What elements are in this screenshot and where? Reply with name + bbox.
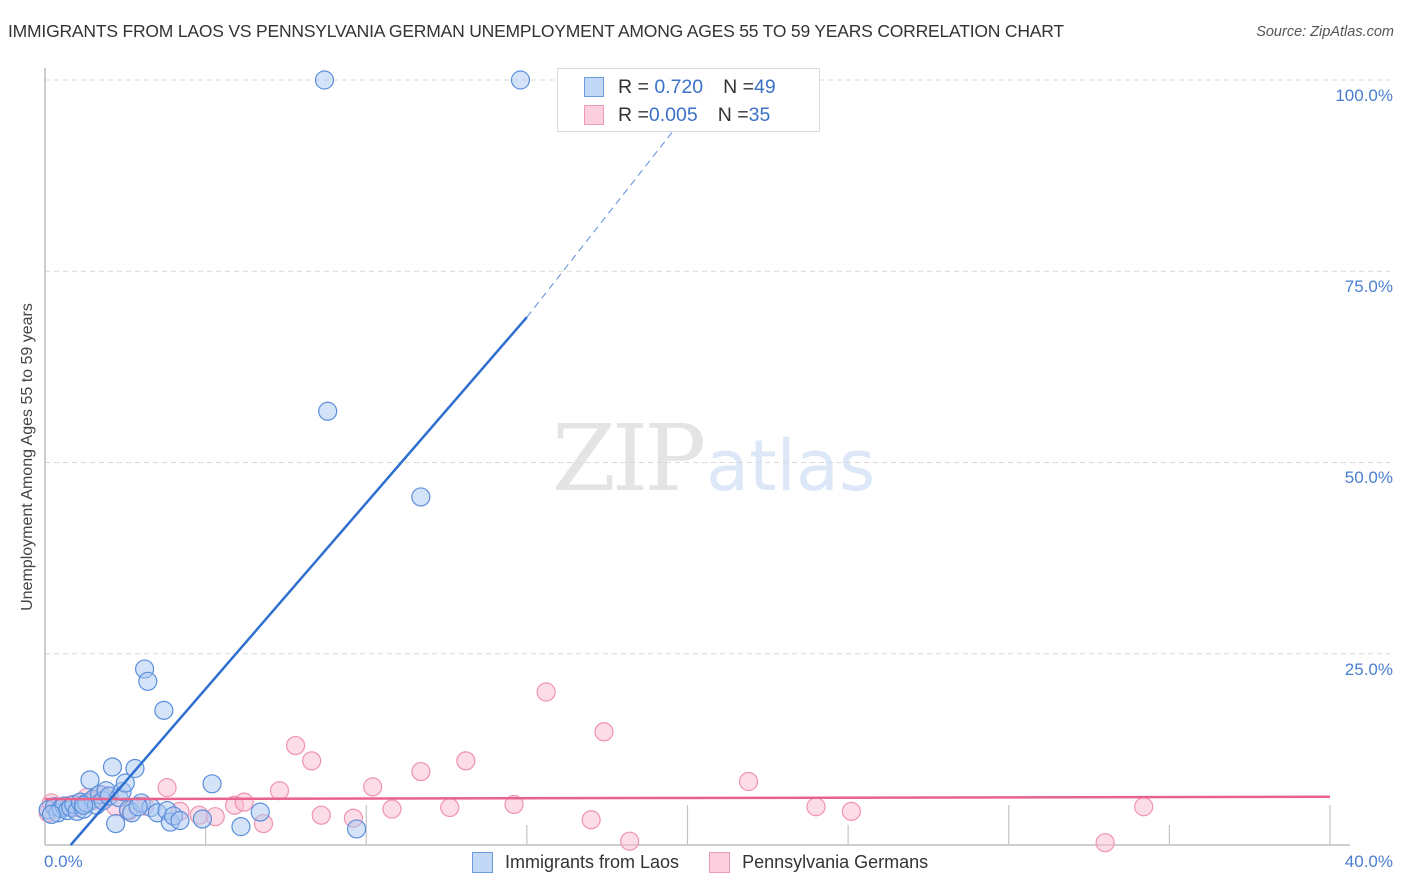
data-point[interactable] [536, 682, 556, 702]
data-point[interactable] [302, 751, 322, 771]
gridlines [45, 79, 1390, 655]
data-point[interactable] [285, 735, 306, 756]
data-point[interactable] [594, 722, 614, 742]
legend-item-penn-germans[interactable]: Pennsylvania Germans [709, 852, 928, 873]
data-point[interactable] [581, 810, 601, 830]
r-label: R = [618, 75, 649, 98]
data-point[interactable] [170, 810, 190, 831]
stats-row-laos: R = 0.720 N = 49 [584, 75, 776, 99]
trendline-laos-extrapolated [526, 79, 714, 318]
y-axis-label: Unemployment Among Ages 55 to 59 years [19, 303, 36, 611]
n-value: 35 [748, 103, 771, 126]
pink-swatch [709, 852, 731, 873]
data-point[interactable] [620, 831, 640, 851]
data-point[interactable] [504, 794, 524, 815]
x-tick-0: 0.0% [44, 852, 83, 871]
data-point[interactable] [157, 778, 177, 798]
data-point[interactable] [1134, 797, 1154, 817]
trendline-laos [69, 316, 528, 846]
y-tick-75: 75.0% [1344, 277, 1393, 296]
r-value: 0.005 [648, 103, 698, 126]
pink-swatch [584, 105, 604, 125]
data-point[interactable] [1095, 833, 1115, 853]
data-point[interactable] [510, 70, 531, 90]
data-point[interactable] [250, 802, 270, 822]
data-point[interactable] [269, 781, 290, 801]
blue-swatch [472, 852, 493, 873]
data-point[interactable] [192, 809, 213, 829]
y-tick-50: 50.0% [1344, 468, 1393, 487]
stats-legend: R = 0.720 N = 49 R = 0.005 N = 35 [557, 68, 820, 132]
trendline-penn-germans [44, 795, 1331, 801]
blue-swatch [584, 77, 604, 97]
data-point[interactable] [347, 819, 367, 839]
data-point[interactable] [738, 771, 759, 792]
n-label: N = [723, 75, 755, 98]
data-point[interactable] [841, 801, 861, 821]
y-tick-100: 100.0% [1335, 86, 1393, 105]
data-point[interactable] [382, 799, 402, 819]
data-point[interactable] [106, 813, 126, 834]
data-point[interactable] [138, 671, 158, 691]
data-point[interactable] [231, 817, 251, 837]
data-point[interactable] [806, 797, 826, 817]
data-point[interactable] [80, 770, 100, 790]
r-value: 0.720 [654, 75, 704, 98]
data-point[interactable] [102, 757, 123, 777]
r-label: R = [618, 103, 649, 126]
axes [44, 68, 1350, 846]
data-point[interactable] [234, 792, 254, 812]
data-point[interactable] [128, 797, 148, 817]
legend-item-laos[interactable]: Immigrants from Laos [472, 852, 679, 873]
chart-title: IMMIGRANTS FROM LAOS VS PENNSYLVANIA GER… [8, 21, 1064, 41]
series-immigrants-from-laos [38, 70, 531, 839]
data-point[interactable] [440, 797, 460, 818]
data-point[interactable] [73, 795, 94, 815]
data-point[interactable] [318, 401, 338, 421]
data-point[interactable] [456, 751, 476, 771]
x-tick-40: 40.0% [1344, 852, 1393, 871]
stats-row-penn-germans: R = 0.005 N = 35 [584, 103, 770, 127]
data-point[interactable] [202, 774, 222, 794]
legend-label: Immigrants from Laos [505, 852, 680, 872]
data-point[interactable] [411, 761, 431, 782]
data-point[interactable] [154, 700, 174, 720]
y-tick-25: 25.0% [1344, 660, 1393, 679]
n-value: 49 [754, 75, 776, 98]
source-credit: Source: ZipAtlas.com [1256, 24, 1394, 40]
data-point[interactable] [411, 487, 431, 507]
data-point[interactable] [314, 70, 335, 90]
legend-label: Pennsylvania Germans [742, 852, 929, 872]
trendlines [44, 79, 1331, 846]
data-point[interactable] [311, 805, 331, 825]
series-legend: Immigrants from Laos Pennsylvania German… [472, 852, 958, 873]
data-point[interactable] [363, 777, 383, 797]
n-label: N = [717, 103, 749, 126]
data-point[interactable] [41, 804, 62, 825]
